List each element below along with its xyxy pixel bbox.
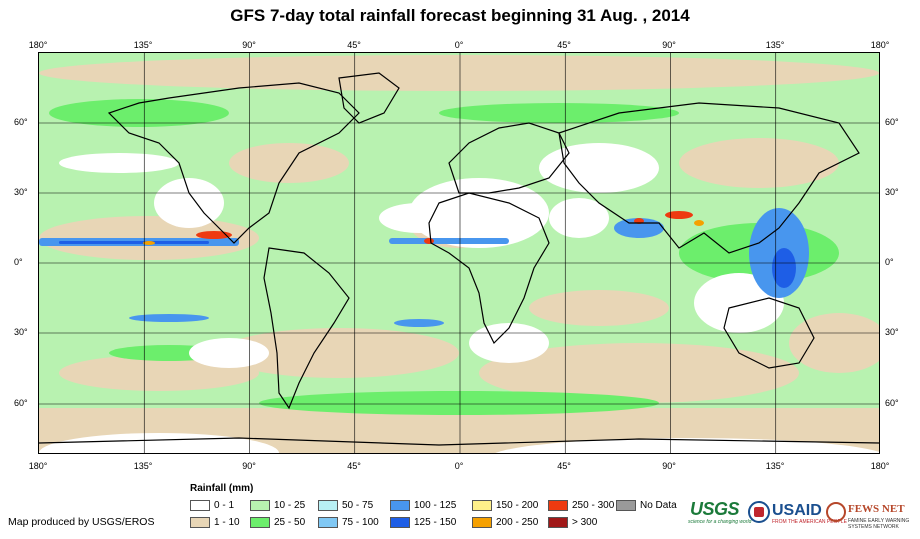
lat-tick-right: 60° [885,398,899,408]
lon-tick-bottom: 180° [28,461,48,471]
legend-item: 1 - 10 [190,516,240,529]
legend-swatch [390,517,410,528]
lon-tick-bottom: 90° [662,461,676,471]
lon-tick-bottom: 135° [133,461,153,471]
legend-item: 125 - 150 [390,516,456,529]
map-credit: Map produced by USGS/EROS [8,516,155,528]
legend-item: 100 - 125 [390,499,456,512]
lon-tick-bottom: 180° [870,461,890,471]
very-heavy-rain-bands [59,241,796,288]
lat-tick-left: 0° [14,257,23,267]
lon-tick-bottom: 135° [765,461,785,471]
legend-swatch [472,517,492,528]
lon-tick-bottom: 45° [347,461,361,471]
lat-tick-right: 0° [885,257,894,267]
fews-net-logo: FEWS NET [848,503,905,515]
legend-label: 1 - 10 [214,517,240,528]
lon-tick-top: 90° [662,40,676,50]
lon-tick-bottom: 0° [454,461,464,471]
lat-tick-right: 60° [885,117,899,127]
lat-tick-left: 30° [14,327,28,337]
legend-swatch [190,500,210,511]
usgs-logo: USGS [690,499,740,519]
legend-item: 25 - 50 [250,516,305,529]
legend-item: 150 - 200 [472,499,538,512]
coastlines [39,72,879,446]
legend-title: Rainfall (mm) [190,483,254,494]
lon-tick-top: 45° [347,40,361,50]
usaid-logo: USAID [772,502,822,519]
lat-tick-left: 60° [14,398,28,408]
legend-item: No Data [616,499,677,512]
legend-label: 75 - 100 [342,517,379,528]
legend-label: No Data [640,500,677,511]
lat-tick-left: 30° [14,187,28,197]
legend-label: 250 - 300 [572,500,615,511]
legend-label: 150 - 200 [496,500,539,511]
legend-swatch [472,500,492,511]
legend-label: 125 - 150 [414,517,457,528]
lon-tick-top: 135° [765,40,785,50]
lon-tick-top: 135° [133,40,153,50]
legend-item: 10 - 25 [250,499,305,512]
lon-tick-top: 0° [454,40,464,50]
legend-swatch [548,517,568,528]
rainfall-map [38,52,880,454]
legend-item: 50 - 75 [318,499,373,512]
legend-swatch [250,517,270,528]
lat-tick-right: 30° [885,187,899,197]
legend-swatch [548,500,568,511]
lon-tick-bottom: 45° [557,461,571,471]
legend-label: 100 - 125 [414,500,457,511]
usaid-seal-icon [748,501,770,523]
rainfall-map-graphic [39,53,879,453]
extreme-rain-spots [196,211,693,244]
legend-swatch [616,500,636,511]
legend-swatch [318,517,338,528]
legend-label: 50 - 75 [342,500,374,511]
usgs-tagline: science for a changing world [688,519,752,525]
lon-tick-top: 180° [870,40,890,50]
legend-item: 200 - 250 [472,516,538,529]
lat-tick-left: 60° [14,117,28,127]
legend-item: 250 - 300 [548,499,614,512]
legend-swatch [250,500,270,511]
legend-label: 25 - 50 [274,517,306,528]
legend-label: 0 - 1 [214,500,235,511]
fews-net-seal-icon [826,502,846,522]
legend-swatch [390,500,410,511]
lon-tick-top: 90° [242,40,256,50]
legend-label: 200 - 250 [496,517,539,528]
fews-net-tagline: FAMINE EARLY WARNING SYSTEMS NETWORK [848,518,910,530]
legend-item: > 300 [548,516,597,529]
legend-label: 10 - 25 [274,500,306,511]
usaid-tagline: FROM THE AMERICAN PEOPLE [772,519,847,525]
legend-item: 75 - 100 [318,516,379,529]
legend-swatch [318,500,338,511]
map-title: GFS 7-day total rainfall forecast beginn… [230,6,690,25]
lon-tick-bottom: 90° [242,461,256,471]
legend-label: > 300 [572,517,598,528]
legend-swatch [190,517,210,528]
legend-item: 0 - 1 [190,499,234,512]
lon-tick-top: 180° [28,40,48,50]
orange-rain-spots [143,220,704,245]
lon-tick-top: 45° [557,40,571,50]
lat-tick-right: 30° [885,327,899,337]
